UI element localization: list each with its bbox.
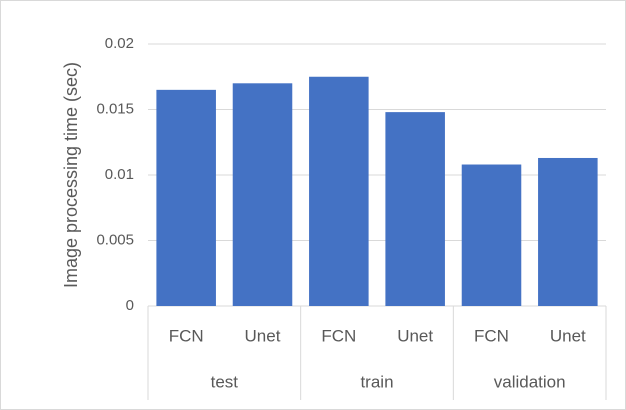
bar bbox=[156, 89, 216, 306]
bar bbox=[309, 76, 369, 306]
y-tick-label: 0.01 bbox=[105, 166, 134, 183]
bar bbox=[538, 157, 598, 306]
group-label: validation bbox=[494, 372, 566, 391]
y-tick-label: 0 bbox=[126, 297, 134, 314]
x-tick-label: Unet bbox=[550, 326, 586, 345]
x-tick-label: FCN bbox=[169, 326, 204, 345]
group-label: test bbox=[211, 372, 239, 391]
y-tick-label: 0.015 bbox=[96, 100, 134, 117]
y-axis-label: Image processing time (sec) bbox=[61, 62, 81, 288]
group-label: train bbox=[360, 372, 393, 391]
x-tick-label: FCN bbox=[474, 326, 509, 345]
bar bbox=[461, 164, 522, 306]
y-tick-label: 0.02 bbox=[105, 35, 134, 52]
bar bbox=[232, 83, 293, 306]
x-tick-label: Unet bbox=[397, 326, 433, 345]
x-tick-label: FCN bbox=[321, 326, 356, 345]
x-tick-label: Unet bbox=[245, 326, 281, 345]
y-tick-label: 0.005 bbox=[96, 231, 134, 248]
bar bbox=[385, 112, 445, 307]
